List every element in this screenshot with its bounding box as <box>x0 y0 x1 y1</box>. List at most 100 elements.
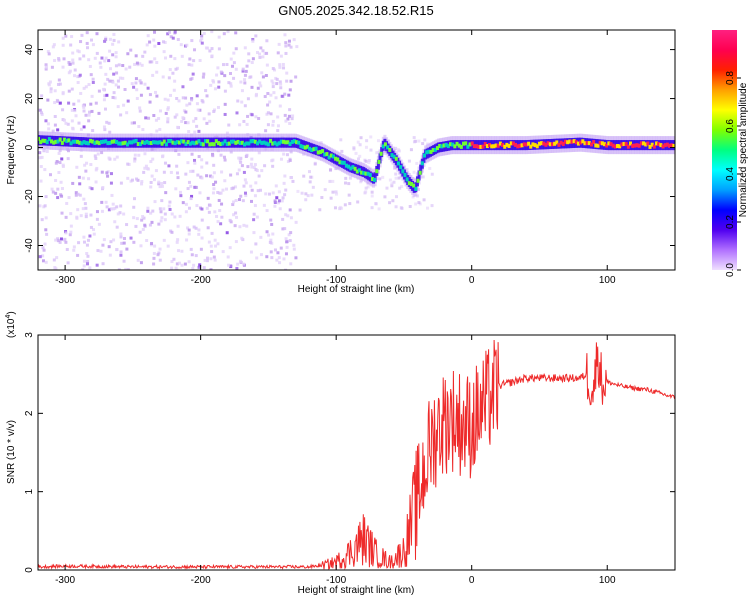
spectrogram-noise-point <box>291 114 295 118</box>
spectrogram-frame <box>37 29 676 271</box>
spectrogram-noise-point <box>311 185 315 189</box>
spectrogram-noise-point <box>266 123 270 127</box>
spectrogram-noise-point <box>89 163 93 167</box>
spectrogram-noise-point <box>370 194 374 198</box>
spectrogram-noise-point <box>109 181 113 185</box>
spectrogram-track-core <box>611 143 615 148</box>
spectrogram-noise-point <box>186 161 190 165</box>
spectrogram-noise-point <box>195 204 199 208</box>
spectrogram-noise-point <box>75 165 79 169</box>
spectrogram-noise-point <box>150 241 154 245</box>
spectrogram-noise-point <box>43 242 47 246</box>
spectrogram-noise-point <box>265 63 269 67</box>
spectrogram-noise-point <box>90 187 94 191</box>
spectrogram-noise-point <box>52 258 56 262</box>
spectrogram-noise-point <box>265 230 269 234</box>
spectrogram-noise-point <box>78 182 82 186</box>
spectrogram-noise-point <box>115 205 119 209</box>
spectrogram-noise-point <box>240 164 244 168</box>
spectrogram-noise-point <box>101 243 105 247</box>
spectrogram-track-core <box>381 144 385 149</box>
spectrogram-track-core <box>65 138 69 143</box>
spectrogram-noise-point <box>200 37 204 41</box>
spectrogram-track-core <box>362 171 366 176</box>
spectrogram-track-core <box>262 140 266 145</box>
spectrogram-track-core <box>422 153 426 158</box>
spectrogram-track-core <box>531 142 535 147</box>
spectrogram-noise-point <box>241 69 245 73</box>
spectrogram-noise-point <box>84 85 88 89</box>
spectrogram-noise-point <box>216 220 220 224</box>
spectrogram-x-tick-label: -300 <box>55 275 75 286</box>
spectrogram-noise-point <box>103 107 107 111</box>
spectrogram-noise-point <box>88 234 92 238</box>
spectrogram-track-core <box>193 141 197 146</box>
spectrogram-track-core <box>496 143 500 148</box>
spectrogram-noise-point <box>256 189 260 193</box>
spectrogram-noise-point <box>70 108 74 112</box>
spectrogram-noise-point <box>210 175 214 179</box>
spectrogram-noise-point <box>38 151 42 155</box>
spectrogram-track-core <box>349 166 353 171</box>
spectrogram-noise-point <box>133 159 137 163</box>
spectrogram-track-core <box>245 141 249 146</box>
spectrogram-noise-point <box>197 265 201 269</box>
spectrogram-track-core <box>399 165 403 170</box>
spectrogram-noise-point <box>258 52 262 56</box>
spectrogram-noise-point <box>229 84 233 88</box>
spectrogram-noise-point <box>245 64 249 68</box>
spectrogram-noise-point <box>320 196 324 200</box>
spectrogram-noise-point <box>139 81 143 85</box>
spectrogram-noise-point <box>162 207 166 211</box>
spectrogram-noise-point <box>235 172 239 176</box>
spectrogram-track-core <box>50 139 54 144</box>
spectrogram-noise-point <box>198 191 202 195</box>
spectrogram-noise-point <box>292 247 296 251</box>
spectrogram-track-core <box>409 182 413 187</box>
spectrogram-noise-point <box>262 203 266 207</box>
spectrogram-noise-point <box>184 110 188 114</box>
spectrogram-noise-point <box>65 247 69 251</box>
spectrogram-track-core <box>186 140 190 145</box>
spectrogram-track-core <box>600 141 604 146</box>
spectrogram-track-core <box>269 138 273 143</box>
spectrogram-track-core <box>128 140 132 145</box>
spectrogram-noise-point <box>76 192 80 196</box>
spectrogram-track-core <box>136 142 140 147</box>
spectrogram-track-core <box>60 140 64 145</box>
spectrogram-track-core <box>457 143 461 148</box>
spectrogram-noise-point <box>102 125 106 129</box>
spectrogram-track-core <box>657 141 661 146</box>
spectrogram-noise-point <box>181 96 185 100</box>
spectrogram-noise-point <box>72 245 76 249</box>
spectrogram-track-core <box>78 140 82 145</box>
spectrogram-noise-point <box>40 111 44 115</box>
spectrogram-noise-point <box>57 58 61 62</box>
spectrogram-noise-point <box>250 85 254 89</box>
spectrogram-noise-point <box>143 82 147 86</box>
spectrogram-noise-point <box>220 215 224 219</box>
spectrogram-track-core <box>505 142 509 147</box>
spectrogram-noise-point <box>221 188 225 192</box>
spectrogram-noise-point <box>331 179 335 183</box>
spectrogram-track-core <box>568 139 572 144</box>
spectrogram-noise-point <box>181 201 185 205</box>
spectrogram-track-core <box>221 141 225 146</box>
spectrogram-noise-point <box>407 159 411 163</box>
spectrogram-track-core <box>91 139 95 144</box>
spectrogram-noise-point <box>175 240 179 244</box>
spectrogram-noise-point <box>58 240 62 244</box>
spectrogram-track-core <box>39 140 43 145</box>
spectrogram-noise-point <box>206 196 210 200</box>
spectrogram-noise-point <box>66 149 70 153</box>
spectrogram-noise-point <box>189 197 193 201</box>
spectrogram-noise-point <box>185 103 189 107</box>
spectrogram-noise-point <box>93 56 97 60</box>
spectrogram-track-core <box>160 141 164 146</box>
spectrogram-noise-point <box>61 65 65 69</box>
spectrogram-noise-point <box>288 158 292 162</box>
spectrogram-track-core <box>509 141 513 146</box>
spectrogram-noise-point <box>157 182 161 186</box>
spectrogram-noise-point <box>147 116 151 120</box>
spectrogram-noise-point <box>347 193 351 197</box>
